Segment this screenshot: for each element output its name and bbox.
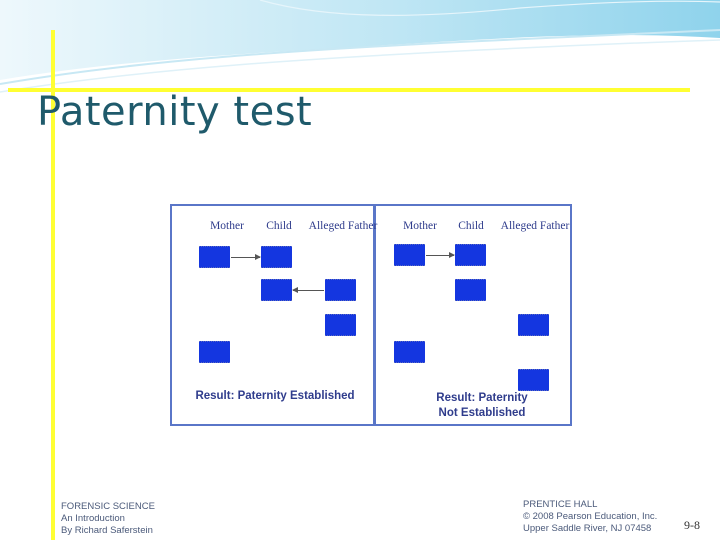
left-father-band-1 [325, 279, 356, 301]
left-child-band-1 [261, 246, 292, 268]
right-label-child: Child [458, 220, 484, 232]
left-label-alleged-father: Alleged Father [308, 220, 378, 232]
right-mother-band-1 [394, 244, 425, 266]
right-result-line-1: Result: Paternity [436, 392, 528, 404]
footer-book-title: FORENSIC SCIENCE [61, 501, 155, 512]
accent-vertical-line [51, 30, 55, 540]
right-result-text: Result: Paternity Not Established [392, 391, 572, 421]
footer-address: Upper Saddle River, NJ 07458 [523, 523, 652, 534]
left-mother-band-1 [199, 246, 230, 268]
footer-book-credit: FORENSIC SCIENCE An Introduction By Rich… [61, 501, 155, 537]
right-child-band-1 [455, 244, 486, 266]
right-father-band-2 [518, 369, 549, 391]
paternity-figure: Mother Child Alleged Father Result: Pate… [170, 204, 572, 426]
left-child-band-2 [261, 279, 292, 301]
left-label-child: Child [266, 220, 292, 232]
left-father-to-child-arrow [292, 287, 324, 293]
right-label-alleged-father: Alleged Father [500, 220, 570, 232]
panel-divider [373, 206, 376, 424]
left-result-text: Result: Paternity Established [195, 390, 355, 402]
right-mother-to-child-arrow [426, 252, 455, 258]
left-mother-to-child-arrow [231, 254, 261, 260]
right-father-band-1 [518, 314, 549, 336]
right-result-line-2: Not Established [438, 407, 526, 419]
footer-publisher-name: PRENTICE HALL [523, 499, 598, 510]
right-label-mother: Mother [403, 220, 437, 232]
right-mother-band-2 [394, 341, 425, 363]
footer-book-subtitle: An Introduction [61, 513, 125, 524]
slide-title: Paternity test [37, 89, 313, 135]
footer-book-author: By Richard Saferstein [61, 525, 153, 536]
left-mother-band-2 [199, 341, 230, 363]
header-wave-decoration [0, 0, 720, 93]
accent-horizontal-line [8, 88, 690, 92]
right-child-band-2 [455, 279, 486, 301]
left-father-band-2 [325, 314, 356, 336]
footer-copyright: © 2008 Pearson Education, Inc. [523, 511, 658, 522]
left-label-mother: Mother [210, 220, 244, 232]
footer-publisher: PRENTICE HALL © 2008 Pearson Education, … [523, 499, 657, 535]
page-number: 9-8 [684, 518, 700, 532]
